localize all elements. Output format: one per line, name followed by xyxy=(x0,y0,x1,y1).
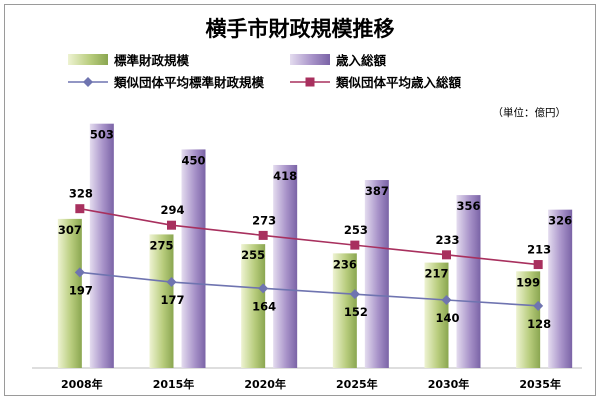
point-類似団体平均歳入総額-5 xyxy=(533,260,543,270)
legend-label-0: 標準財政規模 xyxy=(114,53,190,68)
point-類似団体平均標準財政規模-5 xyxy=(533,300,544,311)
bar-標準財政規模-0 xyxy=(57,218,82,368)
point-類似団体平均歳入総額-2 xyxy=(258,230,268,240)
point-類似団体平均標準財政規模-2 xyxy=(258,283,269,294)
data-label-類似団体平均標準財政規模-1: 177 xyxy=(160,293,184,307)
data-label-標準財政規模-2: 255 xyxy=(241,248,265,262)
x-tick-labels: 2008年 2015年 2020年 2025年 2030年 2035年 xyxy=(61,377,561,391)
data-label-歳入総額-2: 418 xyxy=(273,169,297,183)
x-tick-label-0: 2008年 xyxy=(61,377,103,391)
data-label-標準財政規模-4: 217 xyxy=(424,267,448,281)
legend-label-1: 歳入総額 xyxy=(336,53,387,68)
data-label-類似団体平均歳入総額-4: 233 xyxy=(435,233,459,247)
bar-標準財政規模-1 xyxy=(149,234,174,368)
data-label-類似団体平均標準財政規模-5: 128 xyxy=(527,317,551,331)
data-label-類似団体平均歳入総額-0: 328 xyxy=(69,187,93,201)
data-label-標準財政規模-0: 307 xyxy=(58,223,82,237)
data-label-類似団体平均標準財政規模-4: 140 xyxy=(435,311,459,325)
data-label-類似団体平均歳入総額-5: 213 xyxy=(527,243,551,257)
point-類似団体平均歳入総額-3 xyxy=(350,240,360,250)
x-tick-label-4: 2030年 xyxy=(428,377,470,391)
legend-marker-2 xyxy=(83,77,93,87)
point-類似団体平均歳入総額-0 xyxy=(75,204,85,214)
legend-label-3: 類似団体平均歳入総額 xyxy=(335,75,462,90)
data-label-歳入総額-4: 356 xyxy=(456,199,480,213)
data-labels-layer: 307 503 275 450 255 418 236 387 217 356 199 326 197 1… xyxy=(58,128,572,331)
bar-標準財政規模-2 xyxy=(241,244,266,368)
point-類似団体平均歳入総額-1 xyxy=(167,220,176,230)
bar-標準財政規模-3 xyxy=(332,253,357,368)
data-label-標準財政規模-5: 199 xyxy=(516,275,540,289)
data-label-類似団体平均歳入総額-1: 294 xyxy=(160,203,184,217)
point-類似団体平均歳入総額-4 xyxy=(442,250,451,260)
chart-title: 横手市財政規模推移 xyxy=(206,17,395,41)
data-label-類似団体平均歳入総額-2: 273 xyxy=(252,213,276,227)
data-label-歳入総額-5: 326 xyxy=(548,214,572,228)
data-label-類似団体平均標準財政規模-3: 152 xyxy=(344,305,368,319)
x-tick-label-3: 2025年 xyxy=(336,377,378,391)
point-類似団体平均標準財政規模-1 xyxy=(166,277,177,288)
data-label-歳入総額-3: 387 xyxy=(365,184,389,198)
bar-標準財政規模-4 xyxy=(424,262,449,368)
bar-歳入総額-5 xyxy=(548,209,573,368)
legend-swatch-0 xyxy=(68,54,108,65)
bar-歳入総額-1 xyxy=(181,149,206,368)
x-tick-label-2: 2020年 xyxy=(244,377,286,391)
legend-marker-3 xyxy=(305,77,315,87)
bar-歳入総額-3 xyxy=(364,180,389,368)
bars-layer xyxy=(57,123,573,368)
bar-歳入総額-0 xyxy=(89,123,114,368)
point-類似団体平均標準財政規模-3 xyxy=(349,289,360,300)
x-tick-label-1: 2015年 xyxy=(153,377,195,391)
data-label-類似団体平均標準財政規模-2: 164 xyxy=(252,299,276,313)
legend-label-2: 類似団体平均標準財政規模 xyxy=(113,75,265,90)
unit-label: （単位：億円） xyxy=(493,106,567,119)
point-類似団体平均標準財政規模-4 xyxy=(441,295,452,305)
legend-swatch-1 xyxy=(290,54,330,65)
bar-歳入総額-4 xyxy=(456,195,481,368)
data-label-歳入総額-0: 503 xyxy=(90,128,114,142)
data-label-歳入総額-1: 450 xyxy=(181,153,205,167)
bar-標準財政規模-5 xyxy=(516,271,541,368)
line-類似団体平均標準財政規模 xyxy=(79,271,539,307)
data-label-類似団体平均標準財政規模-0: 197 xyxy=(69,283,93,297)
x-tick-label-5: 2035年 xyxy=(519,377,561,391)
data-label-標準財政規模-3: 236 xyxy=(333,257,357,271)
data-label-類似団体平均歳入総額-3: 253 xyxy=(344,223,368,237)
line-類似団体平均歳入総額 xyxy=(79,207,539,266)
data-label-標準財政規模-1: 275 xyxy=(149,238,173,252)
lines-layer xyxy=(74,204,544,311)
bar-歳入総額-2 xyxy=(273,164,298,368)
point-類似団体平均標準財政規模-0 xyxy=(74,267,85,278)
